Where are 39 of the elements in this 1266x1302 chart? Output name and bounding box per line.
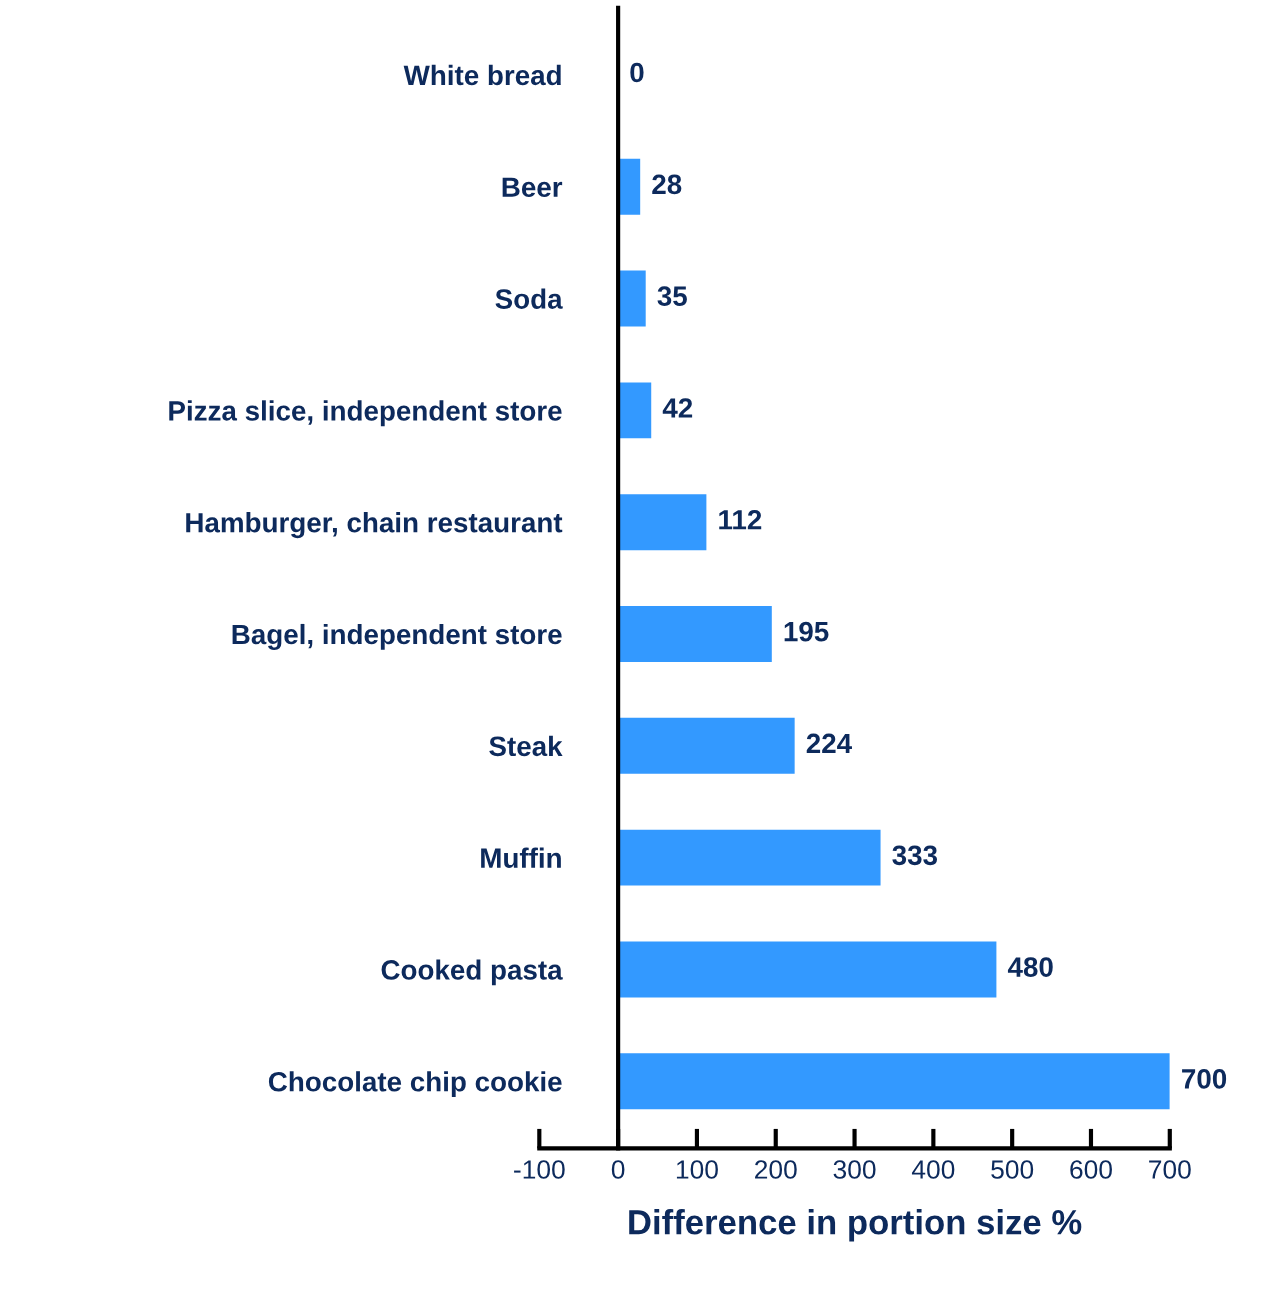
- y-tick-label: Hamburger, chain restaurant: [186, 512, 563, 539]
- y-tick-label: Beer: [502, 177, 563, 198]
- x-tick-label: 100: [676, 1160, 718, 1179]
- data-label: 195: [784, 621, 829, 642]
- y-tick-label: White bread: [403, 64, 561, 86]
- bar: [618, 158, 641, 215]
- data-label: 35: [657, 286, 687, 307]
- y-tick-label: Steak: [489, 735, 563, 757]
- data-label: 112: [719, 509, 762, 530]
- y-tick-label: Pizza slice, independent store: [169, 400, 562, 427]
- data-label: 333: [892, 845, 938, 866]
- bar: [618, 829, 881, 886]
- bar: [618, 606, 772, 662]
- x-tick-label: 300: [833, 1160, 876, 1179]
- bar: [618, 270, 646, 327]
- x-tick-label: 200: [755, 1160, 797, 1179]
- bar: [618, 382, 652, 439]
- x-tick-label: 0: [611, 1160, 625, 1179]
- data-label: 224: [806, 733, 852, 753]
- x-tick-label: 600: [1070, 1160, 1112, 1179]
- data-label: 28: [652, 174, 682, 195]
- y-tick-label: Cooked pasta: [381, 959, 563, 986]
- y-tick-label: Soda: [495, 288, 563, 309]
- x-tick-label: 400: [911, 1160, 955, 1179]
- x-axis-title: Difference in portion size %: [629, 1209, 1082, 1242]
- y-tick-label: Bagel, independent store: [232, 623, 562, 650]
- bar: [618, 1053, 1170, 1110]
- data-label: 42: [662, 398, 693, 418]
- bar: [618, 717, 795, 774]
- x-tick-label: 500: [991, 1160, 1034, 1179]
- bar: [618, 941, 997, 998]
- data-label: 480: [1007, 957, 1053, 977]
- data-label: 0: [630, 62, 644, 83]
- bar: [618, 494, 707, 551]
- y-tick-label: Chocolate chip cookie: [268, 1071, 562, 1098]
- x-tick-label: -100: [514, 1160, 565, 1179]
- data-label: 700: [1182, 1069, 1227, 1089]
- y-tick-label: Muffin: [481, 847, 561, 868]
- x-tick-label: 700: [1149, 1160, 1191, 1179]
